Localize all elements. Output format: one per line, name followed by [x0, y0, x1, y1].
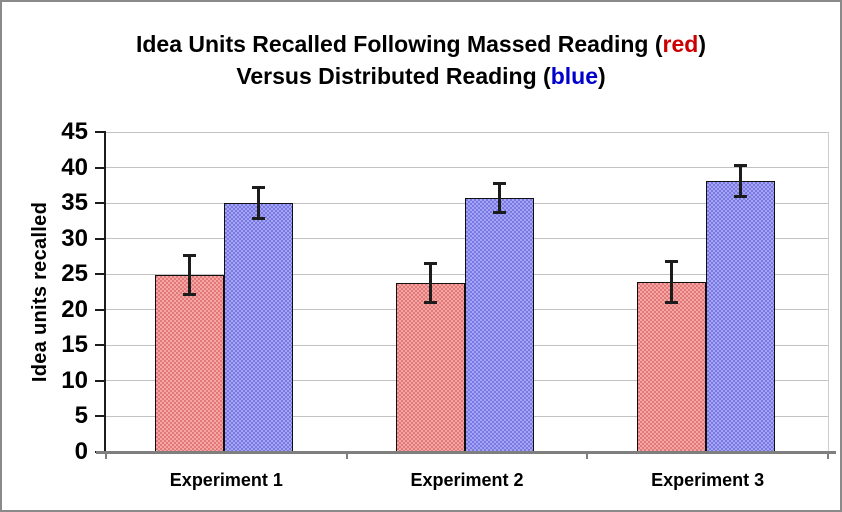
title-line-1-text: Idea Units Recalled Following Massed Rea… [135, 31, 663, 57]
title-line-2: Versus Distributed Reading (blue) [12, 60, 830, 92]
y-axis-tick [95, 308, 105, 311]
x-category-label: Experiment 1 [169, 470, 283, 490]
y-axis-tick [95, 415, 105, 418]
title-line-1: Idea Units Recalled Following Massed Rea… [12, 28, 830, 60]
gridline [106, 167, 828, 169]
y-tick-label: 15 [61, 331, 88, 359]
error-bar-cap-top [424, 261, 438, 265]
gridline [106, 131, 828, 133]
error-bar-cap-bottom [664, 300, 678, 304]
y-axis-tick [95, 202, 105, 205]
y-axis-line [104, 131, 106, 453]
y-axis-tick [95, 237, 105, 240]
error-bar-line-experiment-2 [429, 262, 433, 303]
bar-massed-reading-experiment-3 [636, 282, 706, 452]
y-axis-tick [95, 273, 105, 276]
y-tick-label: 45 [61, 118, 88, 145]
plot-right-border [828, 132, 829, 452]
bar-distributed-reading-experiment-1 [224, 203, 294, 452]
title-line-2-text: Versus Distributed Reading ( [236, 63, 551, 89]
y-axis-tick [95, 166, 105, 169]
y-tick-label: 10 [61, 366, 88, 394]
error-bar-cap-top [493, 182, 507, 186]
error-bar-cap-top [183, 254, 197, 258]
y-axis-tick [95, 344, 105, 347]
y-tick-label: 0 [74, 438, 88, 465]
y-axis-tick [95, 131, 105, 133]
x-axis-tick [586, 453, 589, 459]
error-bar-cap-bottom [493, 211, 507, 215]
title-red-word: red [662, 31, 699, 57]
error-bar-line-experiment-3 [669, 261, 673, 303]
x-category-label: Experiment 2 [410, 470, 524, 490]
x-axis-tick [827, 453, 829, 459]
title-line-1-close-paren: ) [698, 31, 706, 57]
error-bar-cap-top [252, 186, 266, 190]
y-tick-label: 25 [61, 260, 88, 288]
y-tick-label: 35 [61, 189, 88, 217]
y-axis-tick [95, 379, 105, 382]
error-bar-cap-bottom [733, 194, 747, 198]
title-line-2-close-paren: ) [598, 63, 606, 89]
bar-distributed-reading-experiment-2 [465, 198, 535, 452]
bar-massed-reading-experiment-2 [396, 282, 466, 452]
chart-title: Idea Units Recalled Following Massed Rea… [12, 28, 830, 92]
y-tick-label: 20 [61, 295, 88, 323]
y-tick-label: 30 [61, 224, 88, 252]
error-bar-line-experiment-3 [738, 165, 742, 197]
error-bar-cap-bottom [183, 292, 197, 296]
error-bar-line-experiment-1 [257, 187, 261, 219]
error-bar-cap-top [733, 164, 747, 168]
x-axis-tick [105, 453, 107, 459]
error-bar-cap-bottom [252, 216, 266, 220]
x-axis-line [96, 451, 836, 454]
y-tick-label: 40 [61, 153, 88, 181]
bar-massed-reading-experiment-1 [155, 274, 225, 452]
error-bar-cap-top [664, 260, 678, 264]
x-category-label: Experiment 3 [651, 470, 765, 490]
error-bar-cap-bottom [424, 300, 438, 304]
bar-distributed-reading-experiment-3 [705, 181, 775, 452]
title-blue-word: blue [550, 63, 598, 89]
x-axis-tick [345, 453, 348, 459]
y-tick-label: 5 [74, 402, 88, 430]
error-bar-line-experiment-2 [498, 183, 502, 214]
error-bar-line-experiment-1 [188, 255, 192, 295]
